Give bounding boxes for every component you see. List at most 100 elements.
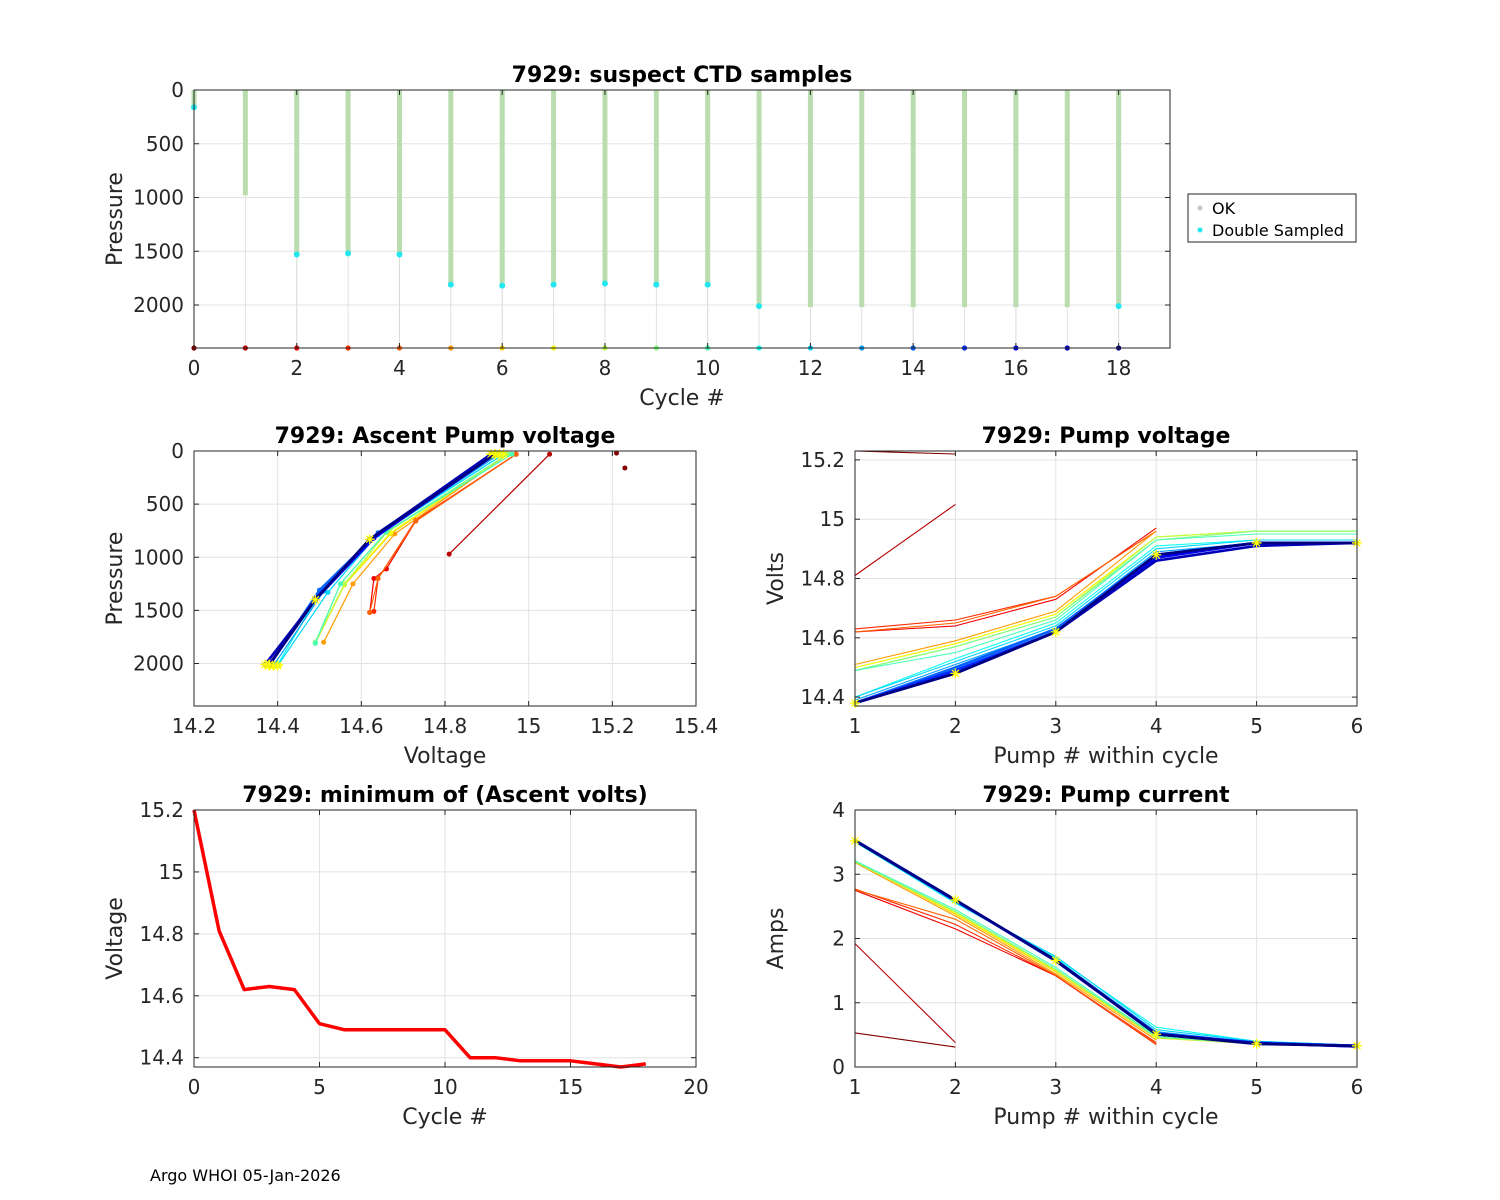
x-tick-label: 5 bbox=[313, 1075, 326, 1099]
y-tick-label: 1000 bbox=[133, 186, 184, 210]
ascent-latest-star bbox=[364, 534, 375, 545]
ok-samples bbox=[242, 90, 248, 196]
x-tick-label: 1 bbox=[849, 1075, 862, 1099]
y-axis-label: Volts bbox=[764, 552, 789, 605]
x-tick-label: 3 bbox=[1049, 1075, 1062, 1099]
double-sampled-point bbox=[345, 250, 352, 257]
y-axis-label: Pressure bbox=[103, 172, 128, 266]
x-tick-label: 10 bbox=[695, 356, 720, 380]
x-tick-label: 2 bbox=[949, 1075, 962, 1099]
legend: OK Double Sampled bbox=[1187, 193, 1357, 243]
pump-voltage-series bbox=[854, 530, 1157, 633]
x-tick-label: 2 bbox=[290, 356, 303, 380]
chart-suspect: 0 2 4 6 8 10 12 14 16 18 0 500 1000 1500 2000 7929: sus… bbox=[103, 63, 1357, 411]
ascent-point bbox=[622, 465, 628, 471]
y-tick-label: 500 bbox=[146, 492, 184, 516]
pump-voltage-series bbox=[854, 530, 1157, 666]
ascent-series bbox=[369, 453, 517, 613]
pump-current-series bbox=[854, 943, 956, 1043]
x-tick-label: 14.4 bbox=[255, 714, 300, 738]
y-tick-label: 14.8 bbox=[800, 567, 845, 591]
legend-double-marker bbox=[1197, 227, 1203, 233]
y-tick-label: 1 bbox=[832, 991, 845, 1015]
x-tick-label: 14.2 bbox=[172, 714, 217, 738]
pump-voltage-series bbox=[854, 541, 1357, 705]
x-axis-label: Cycle # bbox=[639, 386, 725, 411]
x-axis-label: Pump # within cycle bbox=[993, 1105, 1218, 1130]
ok-samples bbox=[602, 90, 608, 284]
plot-data bbox=[850, 835, 1362, 1051]
ascent-series bbox=[277, 453, 504, 666]
y-tick-label: 15 bbox=[820, 507, 845, 531]
x-tick-label: 20 bbox=[683, 1075, 708, 1099]
ok-samples bbox=[551, 90, 557, 284]
y-tick-label: 14.8 bbox=[139, 922, 184, 946]
ascent-series bbox=[314, 453, 513, 644]
ascent-latest-star bbox=[310, 594, 321, 605]
ascent-point bbox=[350, 581, 356, 587]
ok-samples bbox=[910, 90, 916, 308]
chart-title: 7929: Ascent Pump voltage bbox=[275, 424, 616, 449]
ok-samples bbox=[756, 90, 762, 307]
legend-ok-marker bbox=[1197, 205, 1203, 211]
double-sampled-point bbox=[396, 251, 403, 258]
x-axis-label: Voltage bbox=[404, 744, 487, 769]
pump-current-latest-star bbox=[1151, 1029, 1162, 1040]
ascent-series bbox=[268, 453, 496, 666]
x-tick-label: 18 bbox=[1106, 356, 1131, 380]
pump-current-series bbox=[854, 1032, 956, 1048]
ascent-point bbox=[337, 581, 343, 587]
double-sampled-point bbox=[499, 282, 506, 289]
ok-samples bbox=[448, 90, 454, 284]
chart-title: 7929: suspect CTD samples bbox=[512, 63, 853, 88]
axes-frame bbox=[193, 89, 1171, 349]
y-tick-label: 2 bbox=[832, 927, 845, 951]
double-sampled-point bbox=[756, 303, 763, 310]
ok-samples bbox=[345, 90, 351, 253]
pump-current-series bbox=[854, 839, 1358, 1048]
y-tick-label: 15.2 bbox=[139, 798, 184, 822]
footer-credit: Argo WHOI 05-Jan-2026 bbox=[150, 1166, 341, 1185]
x-tick-label: 5 bbox=[1250, 1075, 1263, 1099]
ascent-point bbox=[375, 576, 381, 581]
y-tick-label: 1500 bbox=[133, 239, 184, 263]
x-tick-label: 14.8 bbox=[423, 714, 468, 738]
ascent-point bbox=[547, 451, 553, 457]
x-tick-label: 14.6 bbox=[339, 714, 384, 738]
ascent-point bbox=[614, 450, 620, 456]
chart-title: 7929: Pump voltage bbox=[982, 424, 1231, 449]
ok-samples bbox=[396, 90, 402, 254]
plot-data bbox=[192, 809, 647, 1069]
x-tick-label: 1 bbox=[849, 714, 862, 738]
x-tick-label: 4 bbox=[1150, 714, 1163, 738]
x-tick-label: 12 bbox=[798, 356, 823, 380]
y-tick-label: 0 bbox=[832, 1055, 845, 1079]
grid bbox=[193, 809, 697, 1067]
y-tick-label: 3 bbox=[832, 862, 845, 886]
y-tick-label: 0 bbox=[171, 439, 184, 463]
ascent-point bbox=[509, 451, 515, 457]
x-tick-label: 15.2 bbox=[590, 714, 635, 738]
pump-voltage-latest-star bbox=[950, 668, 961, 679]
ok-samples bbox=[807, 90, 813, 308]
y-tick-label: 15.2 bbox=[800, 448, 845, 472]
pump-current-latest-star bbox=[1251, 1038, 1262, 1049]
legend-double-label: Double Sampled bbox=[1212, 221, 1344, 240]
y-axis-label: Voltage bbox=[103, 897, 128, 980]
pump-current-series bbox=[854, 889, 1157, 1045]
y-tick-label: 14.6 bbox=[800, 626, 845, 650]
y-tick-label: 14.6 bbox=[139, 984, 184, 1008]
double-sampled-point bbox=[1115, 303, 1122, 310]
x-tick-label: 4 bbox=[1150, 1075, 1163, 1099]
ok-samples bbox=[1116, 90, 1122, 308]
ok-samples bbox=[962, 90, 968, 308]
x-axis-label: Cycle # bbox=[402, 1105, 488, 1130]
ascent-point bbox=[371, 576, 377, 581]
chart-title: 7929: minimum of (Ascent volts) bbox=[242, 783, 648, 808]
x-tick-label: 2 bbox=[949, 714, 962, 738]
chart-pumpv: 1 2 3 4 5 6 14.4 14.6 14.8 15 15.2 7929: Pump volta… bbox=[764, 424, 1363, 769]
ascent-point bbox=[371, 608, 377, 614]
pump-current-latest-star bbox=[1050, 955, 1061, 966]
x-tick-label: 0 bbox=[188, 356, 201, 380]
